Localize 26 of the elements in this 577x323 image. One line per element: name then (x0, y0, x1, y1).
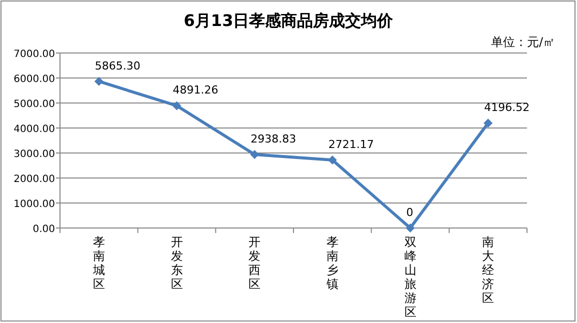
data-label: 5865.30 (94, 59, 140, 72)
x-tick-label: 孝南城区 (92, 235, 105, 291)
chart-title: 6月13日孝感商品房成交均价 (184, 11, 394, 30)
data-label: 2721.17 (328, 138, 374, 151)
point (406, 224, 415, 232)
data-label: 4891.26 (172, 84, 218, 97)
x-tick-label: 孝南乡镇 (325, 235, 338, 291)
y-tick-label: 1000.00 (14, 199, 55, 210)
x-tick-label: 南大经济区 (482, 235, 494, 305)
data-label: 0 (406, 206, 414, 219)
x-tick-label: 开发西区 (248, 235, 261, 291)
point (484, 118, 493, 128)
point (94, 76, 104, 86)
y-tick-label: 4000.00 (14, 124, 55, 135)
y-tick-label: 5000.00 (14, 99, 55, 110)
y-tick-label: 0.00 (32, 224, 55, 235)
y-tick-label: 7000.00 (14, 49, 55, 60)
point (172, 101, 182, 110)
y-tick-label: 3000.00 (14, 149, 55, 160)
x-tick-label: 开发东区 (170, 235, 183, 291)
x-tick-label: 双峰山旅游区 (404, 235, 416, 319)
data-label: 2938.83 (250, 132, 296, 146)
text: 单位：元/㎡ (490, 35, 555, 49)
data-label: 4196.52 (484, 101, 530, 114)
y-tick-label: 6000.00 (14, 74, 55, 85)
y-tick-label: 2000.00 (14, 174, 55, 185)
